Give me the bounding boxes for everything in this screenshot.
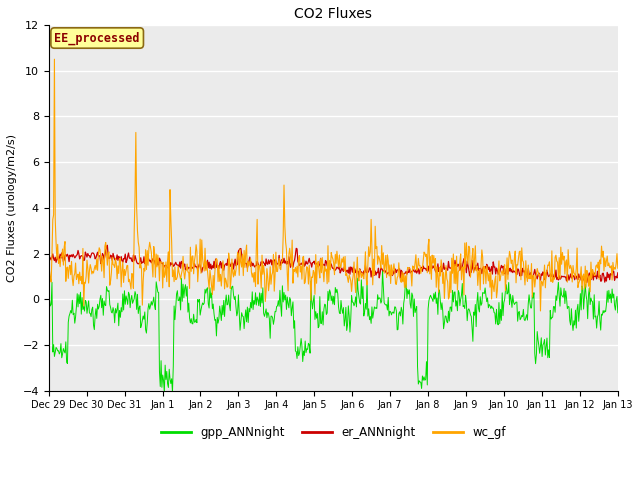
wc_gf bbox=[185, 269, 193, 275]
Line: er_ANNnight: er_ANNnight bbox=[49, 245, 618, 282]
wc_gf bbox=[536, 308, 544, 314]
wc_gf bbox=[51, 56, 58, 62]
Legend: gpp_ANNnight, er_ANNnight, wc_gf: gpp_ANNnight, er_ANNnight, wc_gf bbox=[156, 421, 510, 444]
wc_gf bbox=[488, 277, 496, 283]
gpp_ANNnight bbox=[161, 390, 168, 396]
er_ANNnight bbox=[583, 279, 591, 285]
er_ANNnight bbox=[206, 266, 214, 272]
gpp_ANNnight bbox=[559, 294, 567, 300]
Line: wc_gf: wc_gf bbox=[49, 59, 618, 311]
er_ANNnight bbox=[185, 264, 193, 270]
wc_gf bbox=[45, 284, 52, 289]
wc_gf bbox=[226, 257, 234, 263]
gpp_ANNnight bbox=[185, 300, 193, 306]
wc_gf bbox=[419, 258, 427, 264]
wc_gf bbox=[614, 265, 621, 271]
gpp_ANNnight bbox=[379, 267, 387, 273]
gpp_ANNnight bbox=[206, 285, 214, 291]
er_ANNnight bbox=[45, 256, 52, 262]
Title: CO2 Fluxes: CO2 Fluxes bbox=[294, 7, 372, 21]
wc_gf bbox=[559, 257, 567, 263]
gpp_ANNnight bbox=[226, 302, 234, 308]
er_ANNnight bbox=[104, 242, 111, 248]
gpp_ANNnight bbox=[45, 305, 52, 311]
gpp_ANNnight bbox=[490, 305, 497, 311]
gpp_ANNnight bbox=[614, 310, 621, 316]
er_ANNnight bbox=[614, 270, 621, 276]
er_ANNnight bbox=[419, 263, 427, 269]
gpp_ANNnight bbox=[420, 374, 428, 380]
Y-axis label: CO2 Fluxes (urology/m2/s): CO2 Fluxes (urology/m2/s) bbox=[7, 134, 17, 282]
er_ANNnight bbox=[559, 274, 566, 279]
er_ANNnight bbox=[226, 260, 234, 265]
Line: gpp_ANNnight: gpp_ANNnight bbox=[49, 270, 618, 393]
wc_gf bbox=[206, 267, 214, 273]
er_ANNnight bbox=[488, 271, 496, 277]
Text: EE_processed: EE_processed bbox=[54, 31, 140, 45]
